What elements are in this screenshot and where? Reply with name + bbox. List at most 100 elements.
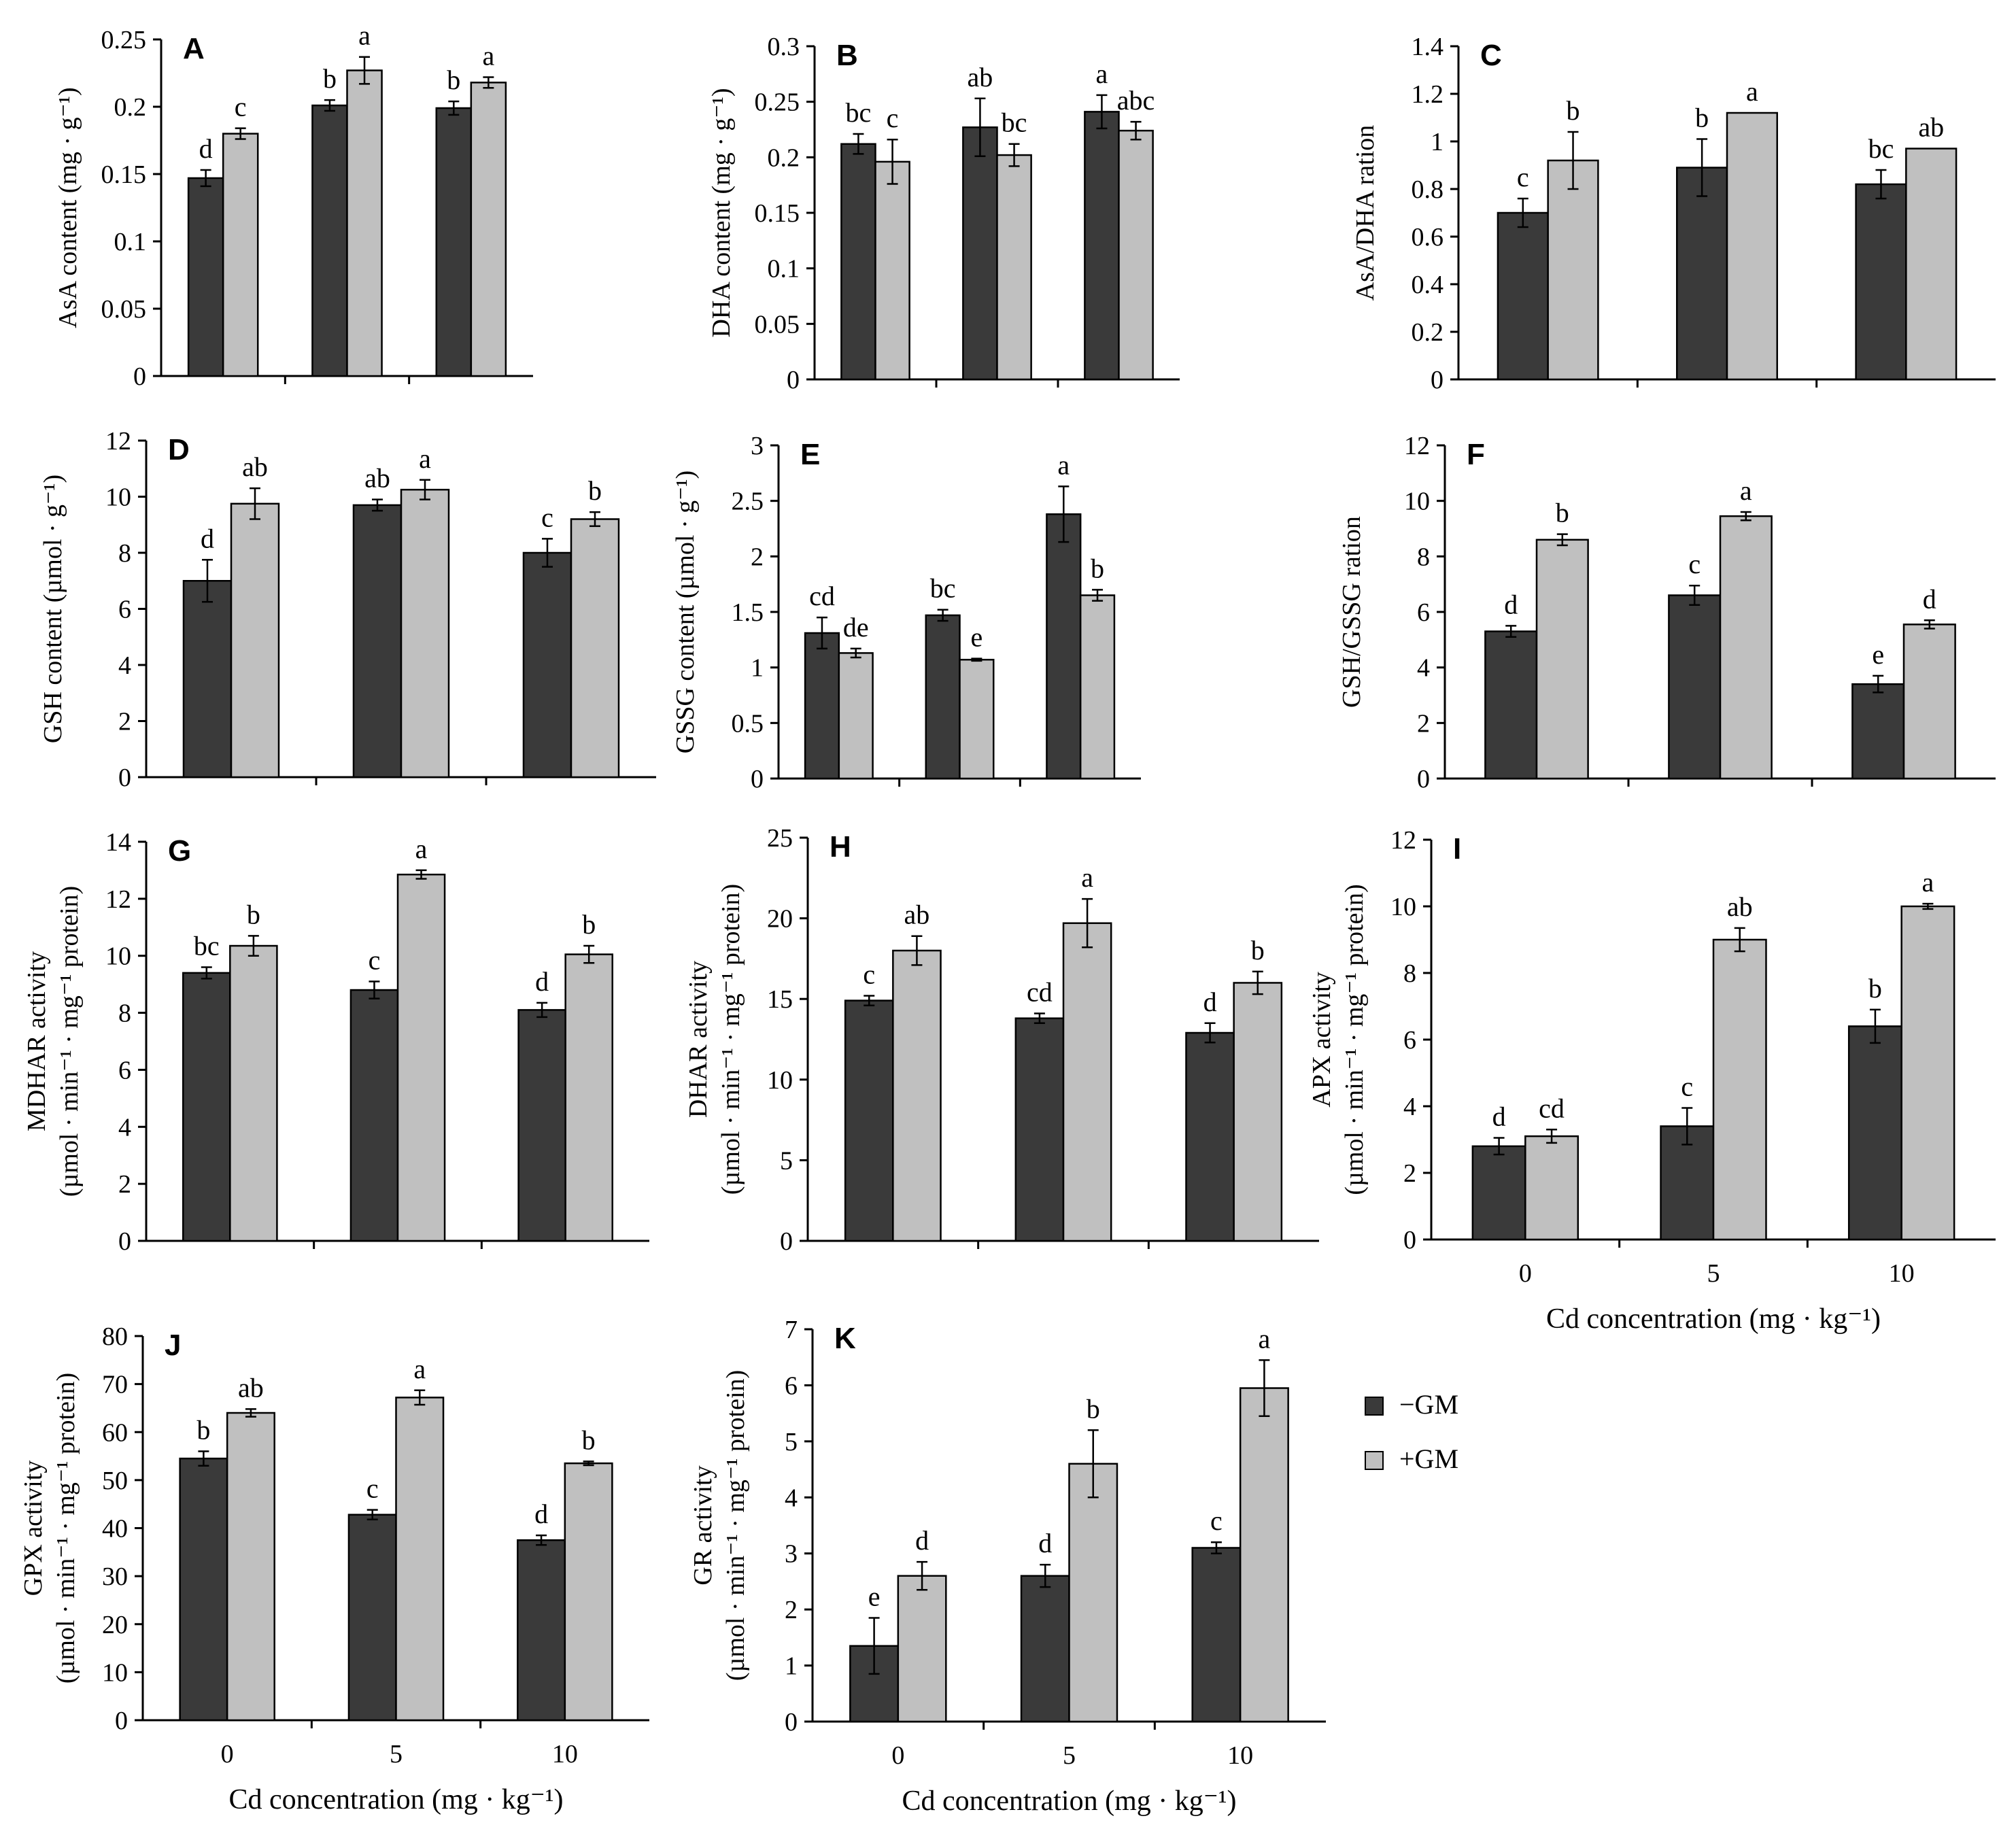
significance-label: b (588, 475, 602, 506)
x-axis-label: Cd concentration (mg · kg⁻¹) (902, 1785, 1237, 1817)
panel-letter: F (1467, 438, 1485, 471)
bar-plus-gm (874, 160, 910, 381)
significance-label: a (1259, 1323, 1271, 1354)
y-tick-label: 0 (115, 1707, 128, 1735)
bar-minus-gm (187, 177, 224, 377)
significance-label: bc (194, 930, 220, 961)
y-tick-label: 12 (105, 427, 131, 456)
bar-minus-gm (182, 580, 233, 779)
bar-plus-gm (229, 944, 278, 1242)
bar-plus-gm (959, 658, 995, 780)
y-tick-label: 4 (1403, 1093, 1416, 1121)
y-tick-label: 0.05 (755, 310, 800, 339)
x-axis-label: Cd concentration (mg · kg⁻¹) (1546, 1303, 1881, 1335)
y-axis-label: DHAR activity (684, 961, 713, 1118)
significance-label: abc (1117, 85, 1155, 116)
y-tick-label: 10 (1404, 488, 1430, 516)
bar-minus-gm (1014, 1017, 1065, 1242)
y-tick-label: 2 (118, 708, 131, 736)
significance-label: de (843, 612, 869, 643)
bar-plus-gm (564, 953, 613, 1242)
significance-label: ab (364, 463, 390, 494)
panel-letter: H (830, 830, 851, 864)
y-tick-label: 80 (102, 1322, 128, 1351)
bar-minus-gm (840, 143, 876, 381)
x-tick-label: 10 (1227, 1741, 1253, 1770)
y-tick-label: 6 (1403, 1026, 1416, 1055)
y-tick-label: 0.15 (101, 160, 147, 189)
y-tick-label: 0 (1417, 765, 1430, 793)
significance-label: b (1251, 935, 1265, 965)
y-tick-label: 7 (785, 1316, 798, 1344)
y-tick-label: 2 (1417, 709, 1430, 738)
bar-plus-gm (1079, 594, 1116, 780)
y-tick-label: 12 (1390, 826, 1416, 855)
y-axis-label: (µmol · min⁻¹ · mg⁻¹ protein) (55, 886, 84, 1197)
x-tick-label: 10 (1889, 1259, 1915, 1288)
panel-letter: A (183, 32, 205, 65)
significance-label: bc (846, 97, 872, 128)
bar-minus-gm (1084, 111, 1120, 381)
y-tick-label: 6 (118, 596, 131, 624)
significance-label: c (887, 103, 899, 133)
bar-minus-gm (1851, 683, 1905, 780)
y-tick-label: 1 (751, 654, 764, 683)
bar-minus-gm (182, 972, 231, 1242)
significance-label: e (970, 622, 983, 653)
bar-minus-gm (1497, 211, 1549, 381)
bar-plus-gm (226, 1412, 275, 1722)
y-tick-label: 5 (780, 1146, 793, 1175)
bar-plus-gm (346, 69, 383, 377)
panel-letter: K (834, 1322, 856, 1355)
y-tick-label: 10 (105, 942, 131, 971)
y-tick-label: 2 (751, 543, 764, 571)
significance-label: ab (904, 900, 930, 930)
y-tick-label: 0.6 (1412, 223, 1444, 252)
panel-letter: I (1453, 832, 1461, 866)
bar-plus-gm (996, 154, 1032, 381)
y-tick-label: 6 (1417, 598, 1430, 627)
significance-label: c (1681, 1071, 1693, 1101)
bar-minus-gm (1668, 594, 1722, 780)
legend-label: −GM (1399, 1389, 1458, 1420)
y-tick-label: 1.4 (1412, 33, 1444, 61)
y-tick-label: 1 (785, 1652, 798, 1681)
y-tick-label: 25 (767, 824, 793, 853)
significance-label: a (1746, 76, 1758, 107)
legend-label: +GM (1399, 1443, 1458, 1474)
y-tick-label: 0.1 (114, 228, 147, 256)
bar-minus-gm (1471, 1145, 1526, 1241)
significance-label: b (1556, 498, 1569, 528)
x-tick-label: 0 (1519, 1259, 1532, 1288)
panel-letter: B (836, 39, 858, 72)
significance-label: c (235, 92, 247, 122)
y-tick-label: 0 (1431, 366, 1443, 394)
y-tick-label: 0.15 (755, 199, 800, 228)
significance-label: bc (930, 573, 956, 604)
y-axis-label: (µmol · min⁻¹ · mg⁻¹ protein) (721, 1370, 750, 1681)
bar-minus-gm (311, 104, 348, 377)
bar-minus-gm (517, 1539, 566, 1722)
significance-label: c (1517, 162, 1529, 192)
significance-label: bc (1868, 133, 1894, 164)
significance-label: cd (1539, 1093, 1565, 1123)
panel-i: 0 2 4 6 8 10 12 d cd 0 c ab 5 b a 10 I APX activity (µmol … (1308, 826, 1996, 1335)
bar-plus-gm (838, 652, 874, 780)
bar-plus-gm (230, 502, 280, 779)
y-axis-label: GPX activity (19, 1460, 48, 1596)
y-axis-label: AsA/DHA ration (1351, 125, 1380, 301)
significance-label: b (323, 63, 337, 94)
y-tick-label: 30 (102, 1562, 128, 1591)
y-tick-label: 4 (1417, 654, 1430, 683)
bar-plus-gm (564, 1462, 613, 1722)
y-tick-label: 0 (780, 1227, 793, 1256)
significance-label: b (582, 1424, 596, 1455)
y-tick-label: 0.8 (1412, 175, 1444, 204)
panel-letter: J (165, 1329, 181, 1362)
y-tick-label: 15 (767, 985, 793, 1014)
y-tick-label: 10 (102, 1658, 128, 1687)
bar-minus-gm (435, 107, 473, 377)
